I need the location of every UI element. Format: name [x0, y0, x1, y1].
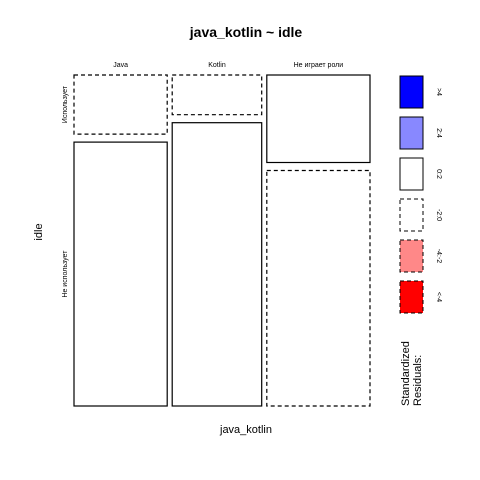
- x-category-label: Java: [113, 62, 128, 69]
- y-category-label: Не использует: [62, 250, 69, 298]
- mosaic-cells: [73, 74, 371, 407]
- legend-swatch-1: [399, 75, 424, 109]
- legend-title: Standardized Residuals:: [400, 341, 424, 406]
- chart-title: java_kotlin ~ idle: [189, 24, 303, 40]
- legend-band-label: 2:4: [435, 128, 442, 138]
- y-axis-label: idle: [33, 223, 45, 240]
- x-category-label: Kotlin: [208, 62, 226, 69]
- legend-swatch-3: [399, 157, 424, 191]
- category-labels: Java Kotlin Не играет роли Использует Не исп…: [62, 62, 343, 298]
- legend-band-label: -4:-2: [435, 249, 442, 264]
- x-category-label: Не играет роли: [294, 62, 344, 69]
- legend-title-line: Standardized: [400, 341, 412, 406]
- mosaic-cell-java-не-использует: [73, 141, 168, 407]
- legend-swatch-6: [399, 280, 424, 314]
- legend-band-label: >4: [435, 88, 442, 96]
- legend-band-label: -2:0: [435, 209, 442, 221]
- mosaic-cell-kotlin-использует: [171, 74, 263, 116]
- legend-band-label: 0:2: [435, 169, 442, 179]
- legend-title-line: Residuals:: [412, 355, 424, 406]
- mosaic-cell-java-использует: [73, 74, 168, 135]
- mosaic-cell-не-играет-роли-использует: [266, 74, 371, 164]
- legend-swatch-2: [399, 116, 424, 150]
- y-category-label: Использует: [62, 85, 69, 123]
- legend-swatch-5: [399, 239, 424, 273]
- x-axis-label: java_kotlin: [219, 424, 272, 436]
- mosaic-cell-kotlin-не-использует: [171, 122, 263, 407]
- legend-band-label: <-4: [435, 292, 442, 302]
- mosaic-cell-не-играет-роли-не-использует: [266, 169, 371, 407]
- legend-swatch-4: [399, 198, 424, 232]
- residual-legend: >4 2:4 0:2 -2:0 -4:-2 <-4 Standardized Residual…: [399, 75, 442, 406]
